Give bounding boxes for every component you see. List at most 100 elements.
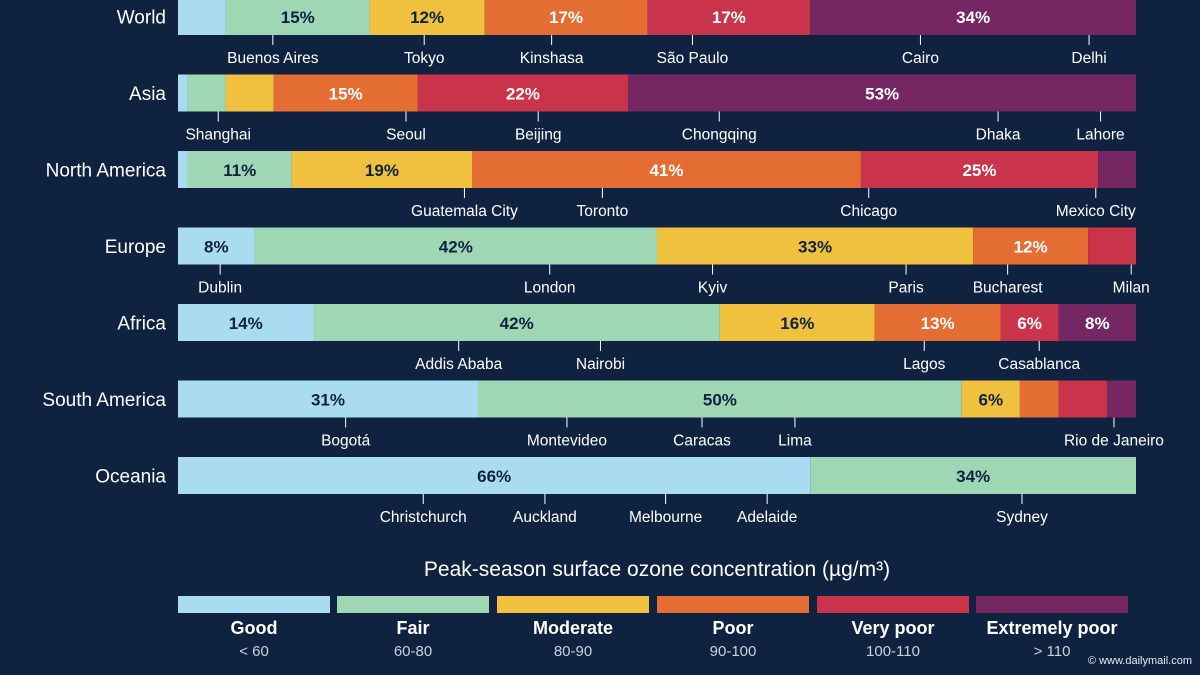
legend-range-extremely-poor: > 110 [1033,643,1071,660]
region-label: World [117,8,166,29]
bar-value-label: 14% [229,314,263,333]
bar-segment-very-poor [647,0,811,35]
city-label: Chicago [840,203,897,220]
bar-value-label: 53% [865,85,899,104]
legend-item-extremely-poor: Extremely poor > 110 [976,596,1128,660]
region-label: South America [42,390,166,411]
bar-segment-good [178,151,188,188]
bar-value-label: 12% [410,8,444,27]
bar-segment-poor [273,74,418,112]
city-label: Lima [778,433,812,450]
region-label: Oceania [95,467,166,488]
bar-segment-moderate [719,304,875,341]
legend-swatch-moderate [497,596,649,613]
bar-segment-good [178,304,314,341]
region-row-north-america: North America 11% 19% 41% 25% Guatemala City T… [46,151,1136,220]
city-label: Casablanca [998,356,1080,373]
bar-value-label: 13% [921,314,955,333]
legend-label-moderate: Moderate [532,618,613,638]
bar-segment-good [178,380,478,418]
city-label: Chongqing [682,127,757,144]
bar-value-label: 66% [477,467,511,486]
legend-title: Peak-season surface ozone concentration … [423,558,891,581]
bar-value-label: 6% [1017,314,1042,333]
city-label: Rio de Janeiro [1064,433,1164,450]
legend-label-very-poor: Very poor [851,618,935,638]
bar-segment-very-poor [860,151,1099,188]
bar-value-label: 11% [223,161,256,180]
bar-segment-fair [313,304,720,341]
bar-value-label: 42% [500,314,534,333]
city-label: Lagos [903,356,945,373]
city-label: Mexico City [1056,203,1136,220]
bar-value-label: 15% [281,8,315,27]
bar-value-label: 19% [365,161,399,180]
city-label: Adelaide [737,509,797,526]
city-label: Kyiv [698,280,728,297]
city-label: Toronto [577,203,629,220]
bar-value-label: 33% [798,238,832,257]
legend-swatch-extremely-poor [976,596,1128,613]
region-row-oceania: Oceania 66% 34% Christchurch Auckland Melbour… [95,457,1136,526]
bar-segment-good [178,227,255,265]
bar-value-label: 25% [962,161,996,180]
bar-value-label: 6% [979,391,1004,410]
city-label: Nairobi [576,356,625,373]
bar-value-label: 8% [204,238,229,257]
bar-segment-moderate [961,380,1020,418]
city-label: Delhi [1071,50,1106,67]
bar-value-label: 34% [956,467,990,486]
city-label: London [524,280,576,297]
city-label: Kinshasa [520,50,584,67]
bar-value-label: 41% [649,161,683,180]
bar-value-label: 17% [712,8,746,27]
legend-swatch-poor [657,596,809,613]
region-label: North America [46,161,167,182]
legend-item-moderate: Moderate 80-90 [497,596,649,660]
city-label: Caracas [673,433,731,450]
bar-segment-extremely-poor [628,74,1136,112]
city-label: Bucharest [973,280,1043,297]
legend-item-fair: Fair 60-80 [337,596,489,660]
city-label: Lahore [1076,127,1124,144]
bar-segment-extremely-poor [810,0,1136,35]
bar-segment-extremely-poor [1106,380,1136,418]
legend-item-good: Good < 60 [178,596,330,660]
legend-label-fair: Fair [396,618,430,638]
bar-segment-fair [187,74,226,112]
city-label: Paris [888,280,924,297]
city-label: Dublin [198,280,242,297]
city-label: Milan [1113,280,1150,297]
bar-value-label: 12% [1014,238,1048,257]
region-row-africa: Africa 14% 42% 16% 13% 6% 8% Addis Ababa Nairobi… [117,304,1136,373]
region-row-europe: Europe 8% 42% 33% 12% Dublin London Kyiv Paris Bu… [105,227,1150,297]
bar-segment-very-poor [1088,227,1136,265]
legend-range-poor: 90-100 [709,643,757,660]
bar-segment-poor [484,0,648,35]
bar-segment-fair [810,457,1136,494]
legend-range-fair: 60-80 [393,643,433,660]
bar-segment-extremely-poor [1098,151,1136,188]
legend-swatch-very-poor [817,596,969,613]
region-row-asia: Asia 15% 22% 53% Shanghai Seoul Beijing Chongqi… [129,74,1136,144]
bar-segment-poor [874,304,1001,341]
legend-range-moderate: 80-90 [553,643,593,660]
city-label: Melbourne [629,509,702,526]
city-label: Beijing [515,127,562,144]
bar-value-label: 42% [439,238,473,257]
bar-segment-poor [472,151,861,188]
city-label: Auckland [513,509,577,526]
legend-item-very-poor: Very poor 100-110 [817,596,969,660]
legend-label-good: Good [230,618,278,638]
bar-segment-poor [1019,380,1059,418]
bar-segment-fair [254,227,657,265]
legend-swatch-good [178,596,330,613]
bar-segment-fair [477,380,962,418]
bar-value-label: 34% [956,8,990,27]
bar-value-label: 16% [780,314,814,333]
bar-segment-very-poor [1000,304,1059,341]
bar-segment-extremely-poor [1058,304,1136,341]
legend-range-good: < 60 [239,643,269,660]
credit-text: © www.dailymail.com [1087,655,1192,667]
bar-value-label: 15% [329,85,363,104]
